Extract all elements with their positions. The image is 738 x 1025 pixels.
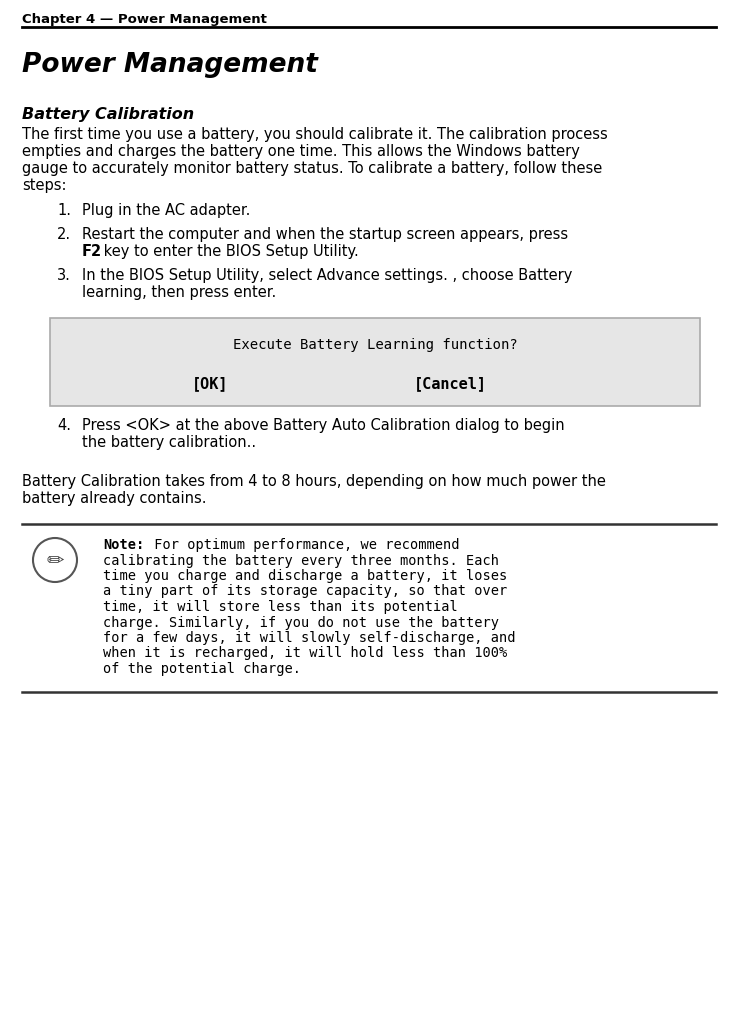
Text: Chapter 4 — Power Management: Chapter 4 — Power Management bbox=[22, 13, 267, 26]
Text: Note:: Note: bbox=[103, 538, 144, 552]
Text: For optimum performance, we recommend: For optimum performance, we recommend bbox=[146, 538, 460, 552]
Text: a tiny part of its storage capacity, so that over: a tiny part of its storage capacity, so … bbox=[103, 584, 507, 599]
Text: of the potential charge.: of the potential charge. bbox=[103, 662, 301, 676]
Text: key to enter the BIOS Setup Utility.: key to enter the BIOS Setup Utility. bbox=[99, 244, 359, 259]
Text: learning, then press enter.: learning, then press enter. bbox=[82, 285, 276, 300]
Text: time, it will store less than its potential: time, it will store less than its potent… bbox=[103, 600, 458, 614]
Text: 3.: 3. bbox=[57, 268, 71, 283]
Text: 2.: 2. bbox=[57, 227, 71, 242]
Text: battery already contains.: battery already contains. bbox=[22, 491, 207, 506]
Text: the battery calibration..: the battery calibration.. bbox=[82, 435, 256, 450]
Text: [Cancel]: [Cancel] bbox=[413, 376, 486, 391]
Text: time you charge and discharge a battery, it loses: time you charge and discharge a battery,… bbox=[103, 569, 507, 583]
Text: charge. Similarly, if you do not use the battery: charge. Similarly, if you do not use the… bbox=[103, 615, 499, 629]
Text: The first time you use a battery, you should calibrate it. The calibration proce: The first time you use a battery, you sh… bbox=[22, 127, 608, 142]
Text: gauge to accurately monitor battery status. To calibrate a battery, follow these: gauge to accurately monitor battery stat… bbox=[22, 161, 602, 176]
Text: Battery Calibration takes from 4 to 8 hours, depending on how much power the: Battery Calibration takes from 4 to 8 ho… bbox=[22, 474, 606, 489]
Text: Restart the computer and when the startup screen appears, press: Restart the computer and when the startu… bbox=[82, 227, 568, 242]
Text: for a few days, it will slowly self-discharge, and: for a few days, it will slowly self-disc… bbox=[103, 631, 516, 645]
Text: Battery Calibration: Battery Calibration bbox=[22, 107, 194, 122]
Text: F2: F2 bbox=[82, 244, 102, 259]
Text: steps:: steps: bbox=[22, 178, 66, 193]
Text: ✏: ✏ bbox=[46, 550, 63, 570]
Text: Plug in the AC adapter.: Plug in the AC adapter. bbox=[82, 203, 250, 218]
Text: 1.: 1. bbox=[57, 203, 71, 218]
Text: empties and charges the battery one time. This allows the Windows battery: empties and charges the battery one time… bbox=[22, 144, 580, 159]
Text: Power Management: Power Management bbox=[22, 52, 318, 78]
Text: when it is recharged, it will hold less than 100%: when it is recharged, it will hold less … bbox=[103, 647, 507, 660]
Text: Press <OK> at the above Battery Auto Calibration dialog to begin: Press <OK> at the above Battery Auto Cal… bbox=[82, 418, 565, 433]
Text: Execute Battery Learning function?: Execute Battery Learning function? bbox=[232, 338, 517, 352]
Text: [OK]: [OK] bbox=[192, 376, 228, 391]
FancyBboxPatch shape bbox=[50, 318, 700, 406]
Text: In the BIOS Setup Utility, select Advance settings. , choose Battery: In the BIOS Setup Utility, select Advanc… bbox=[82, 268, 573, 283]
Text: calibrating the battery every three months. Each: calibrating the battery every three mont… bbox=[103, 554, 499, 568]
Text: 4.: 4. bbox=[57, 418, 71, 433]
